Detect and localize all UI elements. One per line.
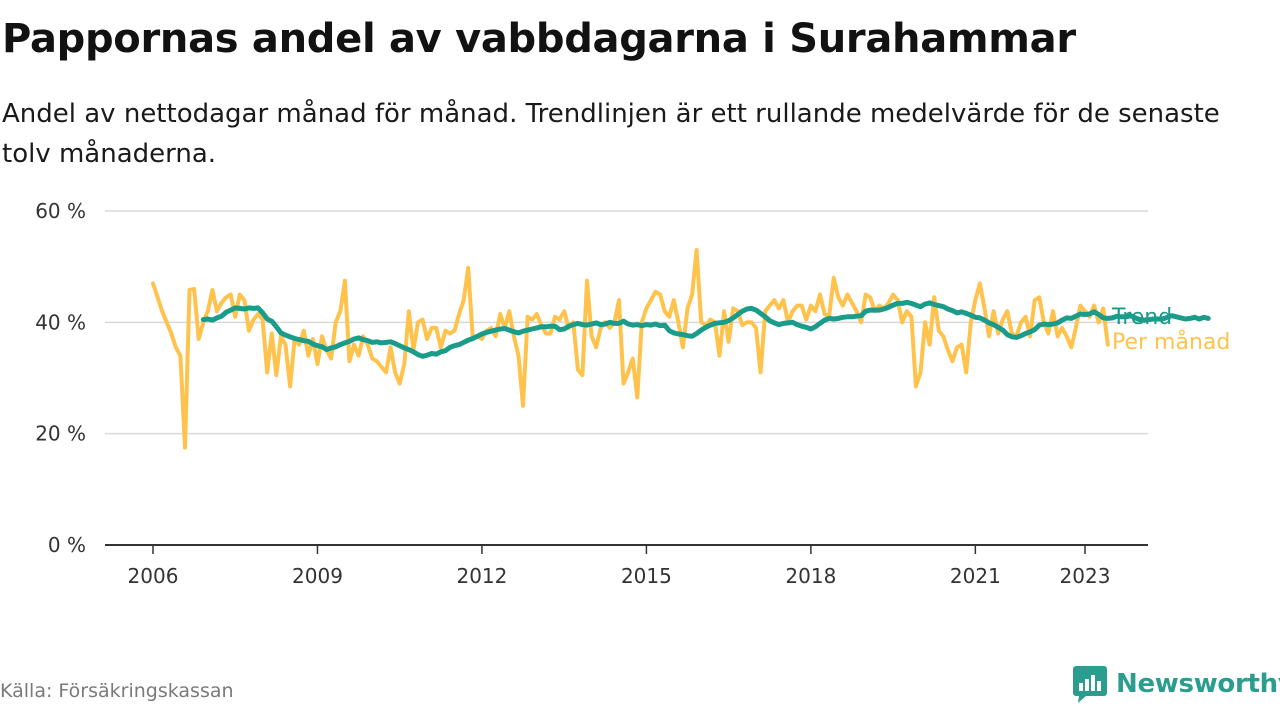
x-tick-label: 2023 <box>1060 564 1111 588</box>
monthly-series-line <box>151 248 1110 450</box>
chart-title: Pappornas andel av vabbdagarna i Suraham… <box>2 16 1076 62</box>
y-tick-label: 20 % <box>35 422 86 446</box>
y-tick-label: 60 % <box>35 199 86 223</box>
x-tick-label: 2009 <box>292 564 343 588</box>
monthly-series-label: Per månad <box>1112 329 1230 355</box>
y-axis-tick-labels: 0 % 20 % 40 % 60 % <box>35 199 86 557</box>
y-tick-label: 0 % <box>48 533 86 557</box>
chart-subtitle: Andel av nettodagar månad för månad. Tre… <box>2 99 1220 169</box>
x-tick-label: 2015 <box>621 564 672 588</box>
y-tick-label: 40 % <box>35 310 86 334</box>
brand-logo: Newsworthy <box>1072 664 1280 704</box>
x-axis-tick-labels: 2006 2009 2012 2015 2018 2021 2023 <box>128 545 1111 588</box>
brand-name: Newsworthy <box>1116 669 1280 699</box>
x-tick-label: 2021 <box>950 564 1001 588</box>
x-tick-label: 2006 <box>128 564 179 588</box>
x-tick-label: 2012 <box>456 564 507 588</box>
trend-series-line <box>200 299 1211 359</box>
source-note: Källa: Försäkringskassan <box>0 680 234 702</box>
series-lines <box>151 248 1211 450</box>
line-chart: 0 % 20 % 40 % 60 % 2006 2009 2012 2015 2018 2021… <box>35 199 1230 588</box>
x-tick-label: 2018 <box>785 564 836 588</box>
trend-series-label: Trend <box>1111 305 1172 330</box>
newsworthy-logo-icon <box>1073 666 1107 703</box>
